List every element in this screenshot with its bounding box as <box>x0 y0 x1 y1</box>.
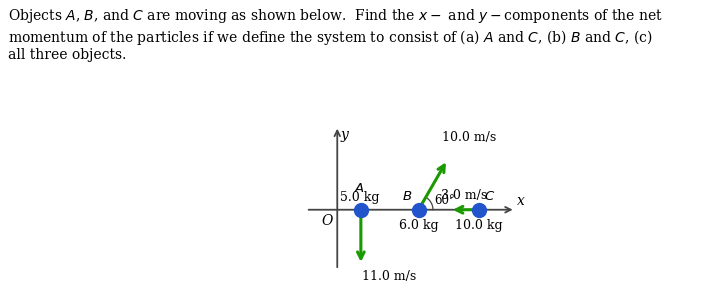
Text: 10.0 kg: 10.0 kg <box>455 219 503 232</box>
Text: momentum of the particles if we define the system to consist of (a) $A$ and $C$,: momentum of the particles if we define t… <box>8 28 654 47</box>
Text: O: O <box>322 214 333 228</box>
Text: Objects $A$, $B$, and $C$ are moving as shown below.  Find the $x-$ and $y-$comp: Objects $A$, $B$, and $C$ are moving as … <box>8 7 663 25</box>
Text: 11.0 m/s: 11.0 m/s <box>362 270 416 283</box>
Text: $C$: $C$ <box>484 190 495 203</box>
Text: all three objects.: all three objects. <box>8 48 127 62</box>
Text: $B$: $B$ <box>402 190 413 203</box>
Text: x: x <box>517 194 524 208</box>
Text: y: y <box>340 128 349 142</box>
Text: 10.0 m/s: 10.0 m/s <box>442 131 496 144</box>
Text: 60°: 60° <box>435 194 455 207</box>
Text: 6.0 kg: 6.0 kg <box>399 219 438 232</box>
Text: 3.0 m/s: 3.0 m/s <box>441 189 487 202</box>
Text: $A$: $A$ <box>354 182 365 195</box>
Text: 5.0 kg: 5.0 kg <box>340 191 379 204</box>
